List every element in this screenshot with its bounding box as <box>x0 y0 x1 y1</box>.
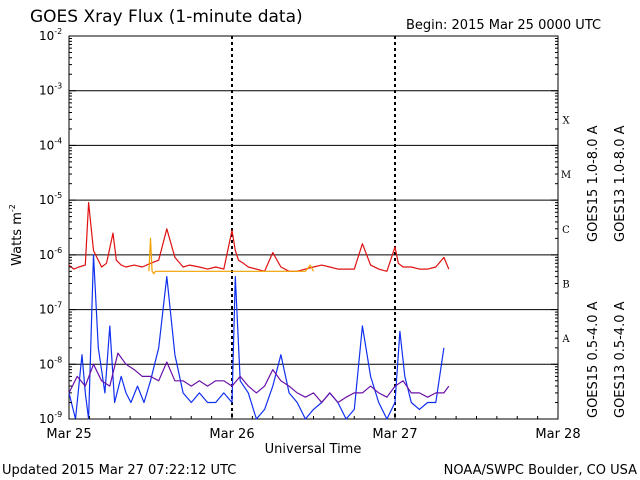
y-tick-label: 10-2 <box>39 27 62 43</box>
legend-goes13-short: GOES13 0.5-4.0 A <box>613 301 628 418</box>
flare-class-x: X <box>562 115 570 126</box>
series-line-1 <box>148 237 315 275</box>
credit-label: NOAA/SWPC Boulder, CO USA <box>444 463 637 478</box>
flare-class-b: B <box>562 279 569 290</box>
flare-class-c: C <box>562 225 570 236</box>
y-tick-label: 10-9 <box>39 410 62 426</box>
x-tick-label: Mar 25 <box>46 427 91 442</box>
series-line-3 <box>68 352 450 404</box>
series-line-2 <box>68 254 445 420</box>
y-tick-label: 10-7 <box>39 301 62 317</box>
y-tick-label: 10-4 <box>39 136 62 152</box>
legend-goes15-long: GOES15 1.0-8.0 A <box>586 125 601 242</box>
x-tick-label: Mar 26 <box>209 427 254 442</box>
x-tick-label: Mar 28 <box>535 427 580 442</box>
y-axis-label: Watts m-2 <box>8 204 25 266</box>
chart-title: GOES Xray Flux (1-minute data) <box>30 7 303 27</box>
series-line-0 <box>68 202 450 272</box>
flare-class-m: M <box>561 170 571 181</box>
x-tick-label: Mar 27 <box>372 427 417 442</box>
series-layer <box>68 202 450 420</box>
y-ticks: 10-9 10-8 10-7 10-6 10-5 10-4 10-3 10-2 <box>39 27 558 426</box>
flare-class-labels: A B C M X <box>561 115 571 345</box>
y-tick-label: 10-5 <box>39 191 62 207</box>
legend-goes13-long: GOES13 1.0-8.0 A <box>613 125 628 242</box>
grid-layer <box>69 36 558 419</box>
begin-label: Begin: 2015 Mar 25 0000 UTC <box>406 18 601 33</box>
legend-goes15-short: GOES15 0.5-4.0 A <box>586 301 601 418</box>
x-ticks: Mar 25 Mar 26 Mar 27 Mar 28 <box>46 413 581 442</box>
y-tick-label: 10-8 <box>39 355 62 371</box>
flare-class-a: A <box>561 334 570 345</box>
y-tick-label: 10-6 <box>39 246 62 262</box>
plot-frame <box>68 35 559 420</box>
updated-timestamp: Updated 2015 Mar 27 07:22:12 UTC <box>2 463 236 478</box>
y-tick-label: 10-3 <box>39 82 62 98</box>
x-axis-label: Universal Time <box>265 442 362 457</box>
